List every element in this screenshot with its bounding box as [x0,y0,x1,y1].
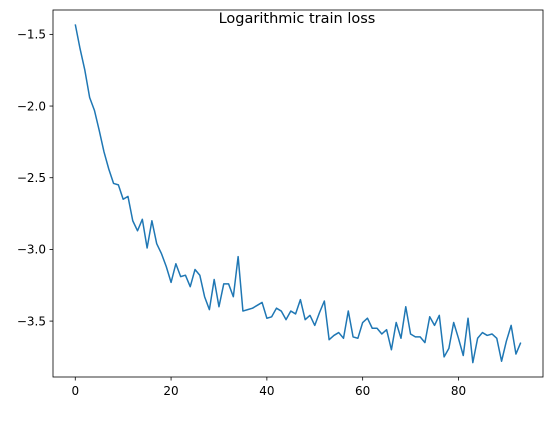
x-tick-label: 60 [355,384,370,398]
y-tick-label: −3.5 [17,314,46,328]
x-tick-label: 20 [163,384,178,398]
y-tick-label: −1.5 [17,28,46,42]
x-tick-label: 40 [259,384,274,398]
y-tick-label: −2.0 [17,99,46,113]
chart-title: Logarithmic train loss [219,11,376,27]
plot-frame [52,9,544,378]
y-tick-label: −3.0 [17,243,46,257]
x-tick-label: 80 [451,384,466,398]
axis-ticks: 0 20 40 60 80 −1.5 −2.0 −2.5 −3.0 −3.5 [17,28,466,398]
y-tick-label: −2.5 [17,171,46,185]
x-tick-label: 0 [71,384,79,398]
series-line-loss [74,24,522,364]
